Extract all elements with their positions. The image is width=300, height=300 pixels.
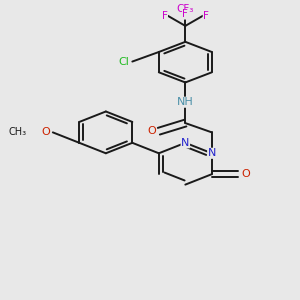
Text: Cl: Cl	[118, 57, 129, 67]
Text: CF₃: CF₃	[177, 4, 194, 14]
Text: F: F	[182, 9, 188, 19]
Text: O: O	[147, 126, 156, 136]
Text: O: O	[41, 128, 50, 137]
Text: O: O	[41, 128, 50, 137]
Text: N: N	[181, 138, 190, 148]
Text: O: O	[241, 169, 250, 179]
Text: NH: NH	[177, 97, 194, 107]
Text: N: N	[208, 148, 216, 158]
Text: CH₃: CH₃	[8, 128, 26, 137]
Text: F: F	[203, 11, 209, 21]
Text: F: F	[162, 11, 168, 21]
